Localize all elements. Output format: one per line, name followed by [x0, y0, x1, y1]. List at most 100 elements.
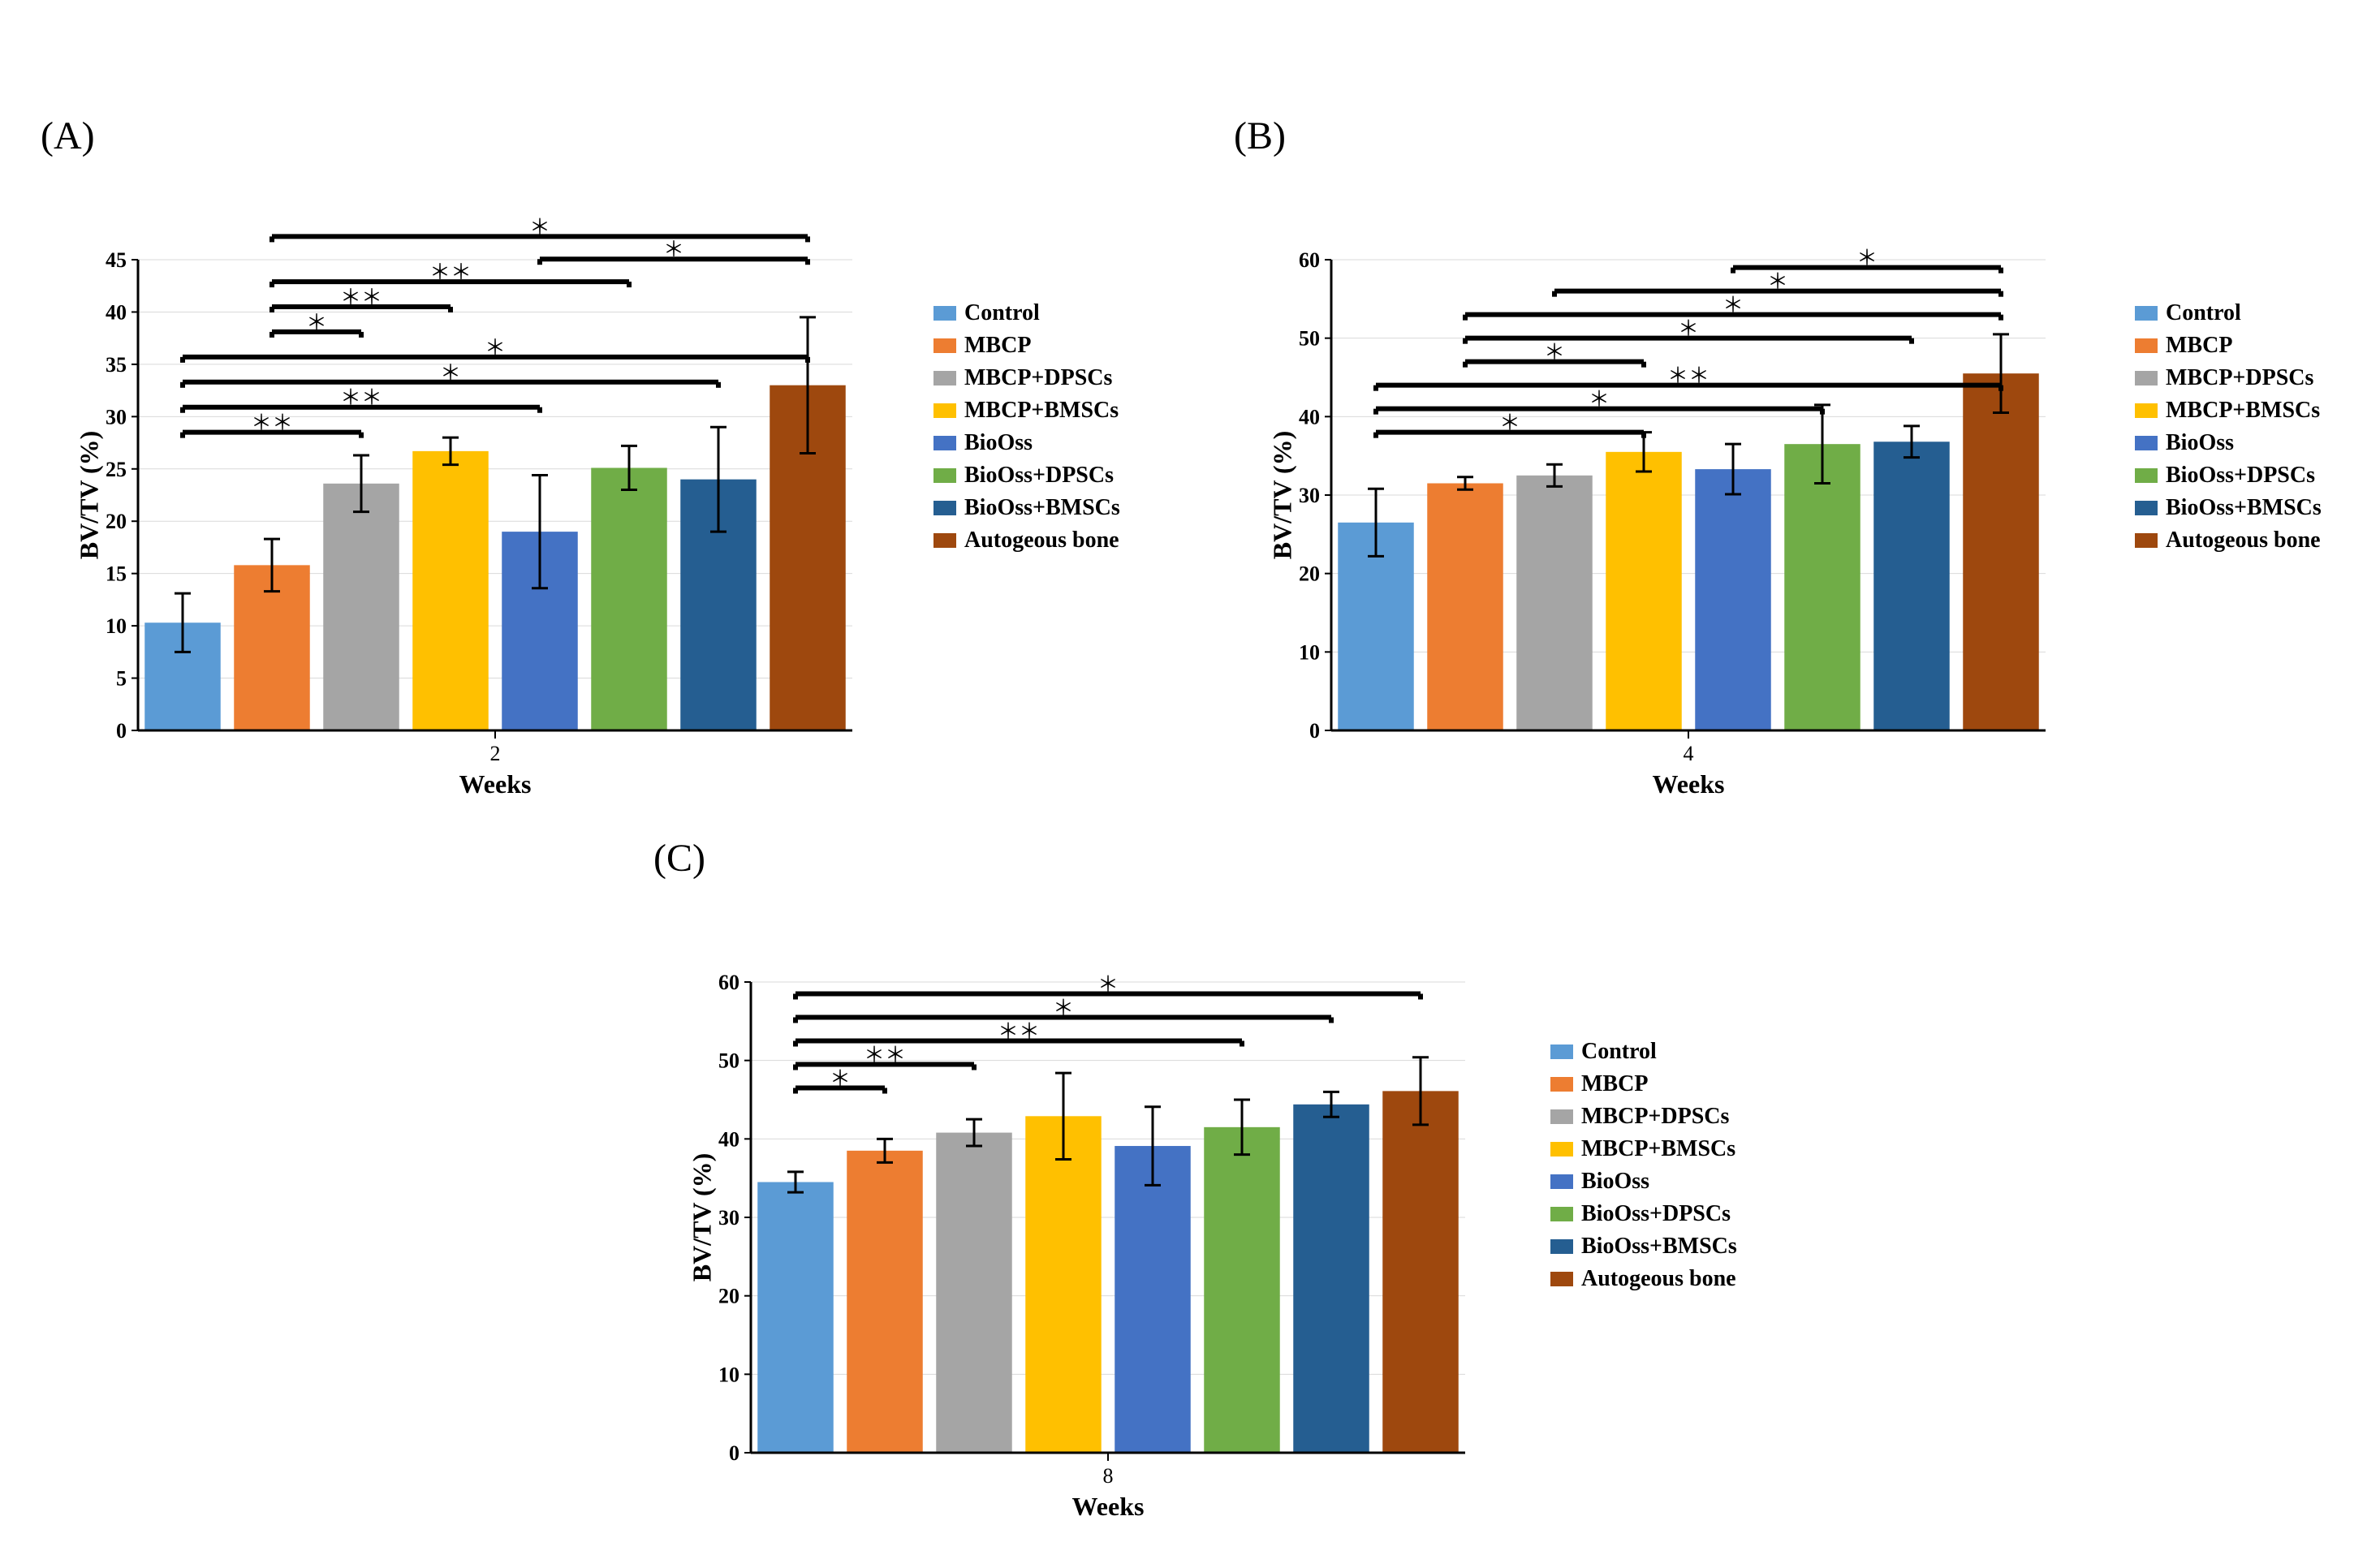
legend-item: Control: [1550, 1039, 1737, 1065]
legend-swatch: [1550, 1045, 1573, 1059]
chart-b-svg: 0102030405060＊＊＊＊＊＊＊＊＊: [1258, 73, 2062, 747]
legend-label: MBCP: [964, 333, 1031, 359]
legend-label: Autogeous bone: [2166, 528, 2321, 553]
svg-text:40: 40: [1299, 405, 1320, 429]
legend-swatch: [2135, 371, 2158, 386]
svg-text:25: 25: [106, 458, 127, 481]
svg-text:50: 50: [718, 1049, 739, 1073]
svg-text:＊＊: ＊＊: [429, 261, 472, 284]
svg-text:30: 30: [1299, 484, 1320, 507]
svg-text:40: 40: [106, 300, 127, 324]
svg-text:15: 15: [106, 562, 127, 586]
chart-a-svg: 051015202530354045＊＊＊＊＊＊＊＊＊＊＊＊＊: [65, 73, 869, 747]
legend-label: Autogeous bone: [964, 528, 1119, 553]
svg-text:20: 20: [1299, 562, 1320, 586]
legend-swatch: [2135, 403, 2158, 418]
legend-swatch: [933, 533, 956, 548]
legend-swatch: [1550, 1174, 1573, 1189]
legend-swatch: [2135, 533, 2158, 548]
legend-label: BioOss: [2166, 430, 2234, 456]
svg-text:45: 45: [106, 248, 127, 272]
legend-swatch: [933, 468, 956, 483]
legend-item: MBCP+BMSCs: [933, 398, 1120, 424]
legend-label: MBCP+DPSCs: [964, 365, 1112, 391]
svg-text:＊: ＊: [1544, 341, 1565, 364]
legend-swatch: [2135, 468, 2158, 483]
legend-swatch: [933, 436, 956, 450]
legend-label: MBCP: [2166, 333, 2232, 359]
legend-label: MBCP+BMSCs: [2166, 398, 2320, 424]
legend-item: BioOss+BMSCs: [1550, 1234, 1737, 1260]
legend-b: Control MBCP MBCP+DPSCs MBCP+BMSCs BioOss Bio…: [2135, 300, 2322, 560]
legend-item: MBCP+DPSCs: [1550, 1104, 1737, 1130]
legend-swatch: [933, 338, 956, 353]
legend-swatch: [2135, 501, 2158, 515]
figure-container: (A) 051015202530354045＊＊＊＊＊＊＊＊＊＊＊＊＊ Cont…: [16, 16, 2364, 1480]
svg-text:＊: ＊: [1053, 997, 1074, 1020]
legend-item: BioOss+DPSCs: [1550, 1201, 1737, 1227]
svg-text:0: 0: [1309, 719, 1320, 743]
svg-text:＊: ＊: [1097, 973, 1119, 997]
xtick-b: 4: [1684, 742, 1694, 766]
svg-text:10: 10: [718, 1363, 739, 1386]
svg-text:5: 5: [116, 667, 127, 691]
legend-swatch: [933, 306, 956, 321]
legend-c: Control MBCP MBCP+DPSCs MBCP+BMSCs BioOss Bio…: [1550, 1039, 1737, 1299]
svg-text:＊: ＊: [440, 361, 461, 385]
legend-label: BioOss+DPSCs: [964, 463, 1114, 489]
legend-label: Control: [1581, 1039, 1657, 1065]
legend-item: BioOss: [2135, 430, 2322, 456]
legend-swatch: [2135, 338, 2158, 353]
legend-item: Control: [933, 300, 1120, 326]
legend-swatch: [1550, 1239, 1573, 1254]
svg-text:50: 50: [1299, 327, 1320, 351]
svg-text:＊: ＊: [663, 238, 684, 261]
panel-a: (A) 051015202530354045＊＊＊＊＊＊＊＊＊＊＊＊＊ Cont…: [65, 73, 869, 820]
legend-swatch: [1550, 1109, 1573, 1124]
svg-text:＊＊: ＊＊: [340, 386, 382, 410]
legend-item: MBCP: [933, 333, 1120, 359]
legend-swatch: [2135, 306, 2158, 321]
svg-text:＊＊: ＊＊: [251, 411, 293, 435]
legend-label: BioOss+DPSCs: [2166, 463, 2315, 489]
legend-item: MBCP: [2135, 333, 2322, 359]
legend-item: BioOss+BMSCs: [933, 495, 1120, 521]
svg-text:＊: ＊: [1499, 411, 1520, 435]
legend-label: MBCP+BMSCs: [1581, 1136, 1735, 1162]
legend-item: BioOss+DPSCs: [2135, 463, 2322, 489]
legend-swatch: [933, 403, 956, 418]
legend-item: BioOss+DPSCs: [933, 463, 1120, 489]
legend-item: Control: [2135, 300, 2322, 326]
panel-b-label: (B): [1234, 114, 1286, 158]
xtick-a: 2: [490, 742, 501, 766]
legend-label: Control: [964, 300, 1040, 326]
legend-label: MBCP+DPSCs: [1581, 1104, 1729, 1130]
legend-label: Autogeous bone: [1581, 1266, 1736, 1292]
legend-label: BioOss+BMSCs: [2166, 495, 2322, 521]
legend-label: MBCP: [1581, 1071, 1648, 1097]
legend-item: MBCP+BMSCs: [2135, 398, 2322, 424]
legend-label: BioOss+BMSCs: [1581, 1234, 1737, 1260]
panel-c-label: (C): [653, 836, 705, 881]
legend-label: Control: [2166, 300, 2241, 326]
legend-swatch: [933, 501, 956, 515]
legend-item: BioOss: [933, 430, 1120, 456]
svg-text:＊: ＊: [1856, 247, 1878, 270]
legend-item: MBCP+BMSCs: [1550, 1136, 1737, 1162]
svg-text:30: 30: [106, 405, 127, 429]
svg-text:＊＊: ＊＊: [998, 1020, 1040, 1044]
legend-swatch: [1550, 1272, 1573, 1286]
panel-a-label: (A): [41, 114, 95, 158]
legend-label: BioOss+BMSCs: [964, 495, 1120, 521]
legend-label: BioOss+DPSCs: [1581, 1201, 1731, 1227]
svg-text:＊: ＊: [1767, 270, 1788, 294]
legend-label: MBCP+BMSCs: [964, 398, 1119, 424]
legend-a: Control MBCP MBCP+DPSCs MBCP+BMSCs BioOss Bio…: [933, 300, 1120, 560]
svg-text:＊: ＊: [830, 1067, 851, 1091]
ylabel-a: BV/TV (%): [75, 431, 105, 560]
legend-label: BioOss: [1581, 1169, 1649, 1195]
svg-text:＊: ＊: [485, 336, 506, 360]
legend-swatch: [1550, 1077, 1573, 1092]
legend-label: MBCP+DPSCs: [2166, 365, 2313, 391]
xtick-c: 8: [1103, 1464, 1114, 1488]
